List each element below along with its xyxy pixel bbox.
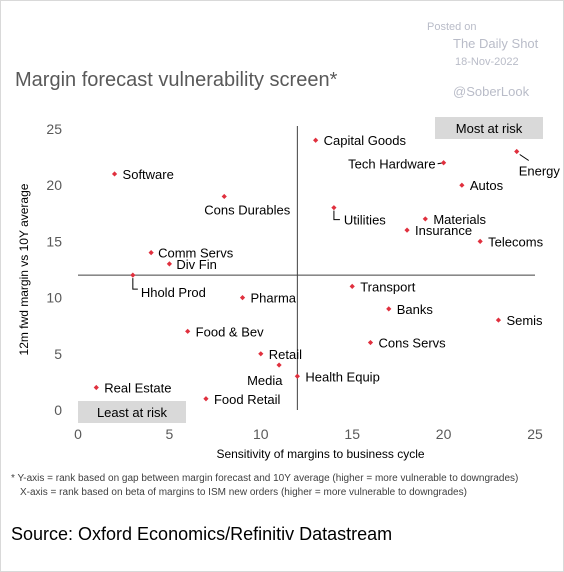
data-point [514,148,520,155]
data-label: Food & Bev [196,324,264,339]
watermark-handle: @SoberLook [453,84,530,99]
data-point [422,216,428,222]
y-tick-label: 10 [46,290,62,306]
data-label: Energy [519,163,561,178]
data-point [294,373,300,379]
data-label: Tech Hardware [348,157,435,172]
data-label: Food Retail [214,392,281,407]
y-tick-label: 5 [54,346,62,362]
data-point [495,317,502,323]
leader-line [333,210,340,221]
data-label: Materials [433,212,486,227]
data-point [386,306,392,312]
data-label: Software [123,167,174,182]
y-tick-label: 20 [46,177,62,193]
data-point [111,171,118,177]
data-point [258,351,264,357]
x-tick-label: 25 [527,426,543,442]
data-label: Cons Servs [378,336,446,351]
data-label: Real Estate [104,381,171,396]
data-point [130,272,136,278]
data-label: Div Fin [176,257,216,272]
x-tick-label: 15 [344,426,360,442]
watermark-source: The Daily Shot [453,36,539,51]
y-tick-label: 15 [46,233,62,249]
quadrant-box-top-right [435,117,543,139]
quadrant-box-bottom-left [78,401,186,423]
data-label: Hhold Prod [141,285,206,300]
data-label: Autos [470,178,504,193]
x-axis-label: Sensitivity of margins to business cycle [216,447,424,461]
data-label: Retail [269,347,302,362]
data-point [148,250,154,256]
x-tick-label: 0 [74,426,82,442]
x-tick-label: 20 [436,426,452,442]
quadrant-box-label: Most at risk [456,121,523,136]
leader-line [519,154,529,161]
chart-title: Margin forecast vulnerability screen* [15,69,338,91]
watermark-date: 18-Nov-2022 [455,56,519,68]
data-label: Banks [397,302,434,317]
data-label: Pharma [251,291,297,306]
data-label: Transport [360,279,416,294]
data-point [276,362,282,368]
y-tick-label: 25 [46,121,62,137]
data-point [459,182,465,188]
y-axis-label: 12m fwd margin vs 10Y average [17,183,31,355]
data-point [441,160,447,166]
data-point [203,396,209,402]
quadrant-box-label: Least at risk [97,405,168,420]
data-point [185,328,191,334]
y-tick-label: 0 [54,402,62,418]
data-point [166,261,172,267]
footnote-x-axis: X-axis = rank based on beta of margins t… [20,487,467,498]
data-point [239,295,246,301]
data-label: Cons Durables [204,202,290,217]
x-tick-label: 5 [166,426,174,442]
data-point [404,227,410,233]
data-label: Health Equip [305,369,379,384]
leader-line [132,278,138,290]
footnote-y-axis: * Y-axis = rank based on gap between mar… [11,473,519,484]
data-label: Comm Servs [158,246,234,261]
data-point [367,339,374,346]
data-point [93,384,99,391]
data-label: Utilities [344,213,386,228]
data-point [313,137,319,143]
x-tick-label: 10 [253,426,269,442]
data-point [477,238,483,244]
watermark-posted: Posted on [427,21,477,33]
data-point [221,193,227,200]
data-label: Telecoms [488,234,543,249]
data-label: Semis [506,313,543,328]
data-point [349,283,355,289]
data-label: Capital Goods [324,133,407,148]
source-line: Source: Oxford Economics/Refinitiv Datas… [11,524,393,544]
data-label: Insurance [415,223,472,238]
data-point [331,205,337,211]
data-label: Media [247,373,283,388]
